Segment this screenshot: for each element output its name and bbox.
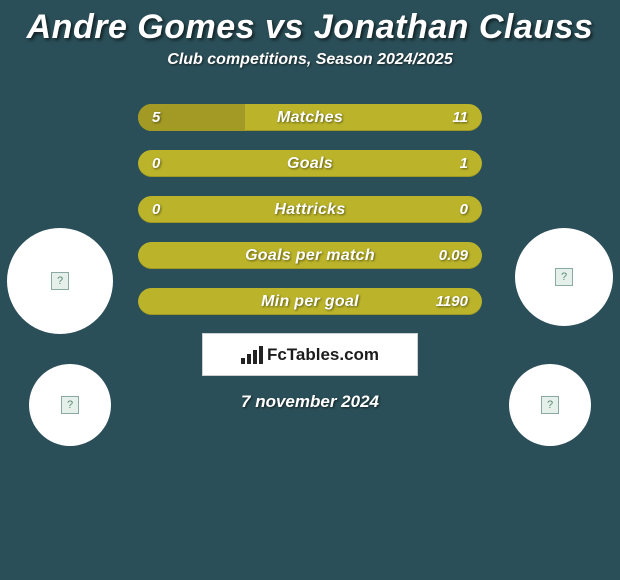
player2-team-avatar: ? <box>515 228 613 326</box>
bar-value-right: 0.09 <box>439 242 468 269</box>
bar-value-left: 0 <box>152 150 160 177</box>
image-placeholder-icon: ? <box>51 272 69 290</box>
brand-text: FcTables.com <box>267 345 379 365</box>
bar-value-right: 0 <box>460 196 468 223</box>
player1-flag-avatar: ? <box>29 364 111 446</box>
bar-value-left: 0 <box>152 196 160 223</box>
brand-box: FcTables.com <box>202 333 418 376</box>
bar-label: Goals <box>138 150 482 177</box>
bar-value-right: 1 <box>460 150 468 177</box>
image-placeholder-icon: ? <box>541 396 559 414</box>
bar-value-right: 11 <box>452 104 468 131</box>
bar-label: Goals per match <box>138 242 482 269</box>
page-subtitle: Club competitions, Season 2024/2025 <box>0 51 620 69</box>
bar-value-right: 1190 <box>436 288 468 315</box>
page-title: Andre Gomes vs Jonathan Clauss <box>0 0 620 51</box>
stats-bars: Matches511Goals01Hattricks00Goals per ma… <box>138 104 482 315</box>
bar-label: Matches <box>138 104 482 131</box>
bar-value-left: 5 <box>152 104 160 131</box>
content-row: ? ? ? ? Matches511Goals01Hattricks00Goal… <box>0 104 620 412</box>
bar-label: Min per goal <box>138 288 482 315</box>
bar-label: Hattricks <box>138 196 482 223</box>
stat-bar: Min per goal1190 <box>138 288 482 315</box>
barchart-icon <box>241 346 263 364</box>
stat-bar: Goals per match0.09 <box>138 242 482 269</box>
stat-bar: Goals0 1 <box>138 150 482 177</box>
stat-bar: Hattricks0 0 <box>138 196 482 223</box>
image-placeholder-icon: ? <box>555 268 573 286</box>
player1-team-avatar: ? <box>7 228 113 334</box>
stat-bar: Matches5 11 <box>138 104 482 131</box>
player2-flag-avatar: ? <box>509 364 591 446</box>
image-placeholder-icon: ? <box>61 396 79 414</box>
